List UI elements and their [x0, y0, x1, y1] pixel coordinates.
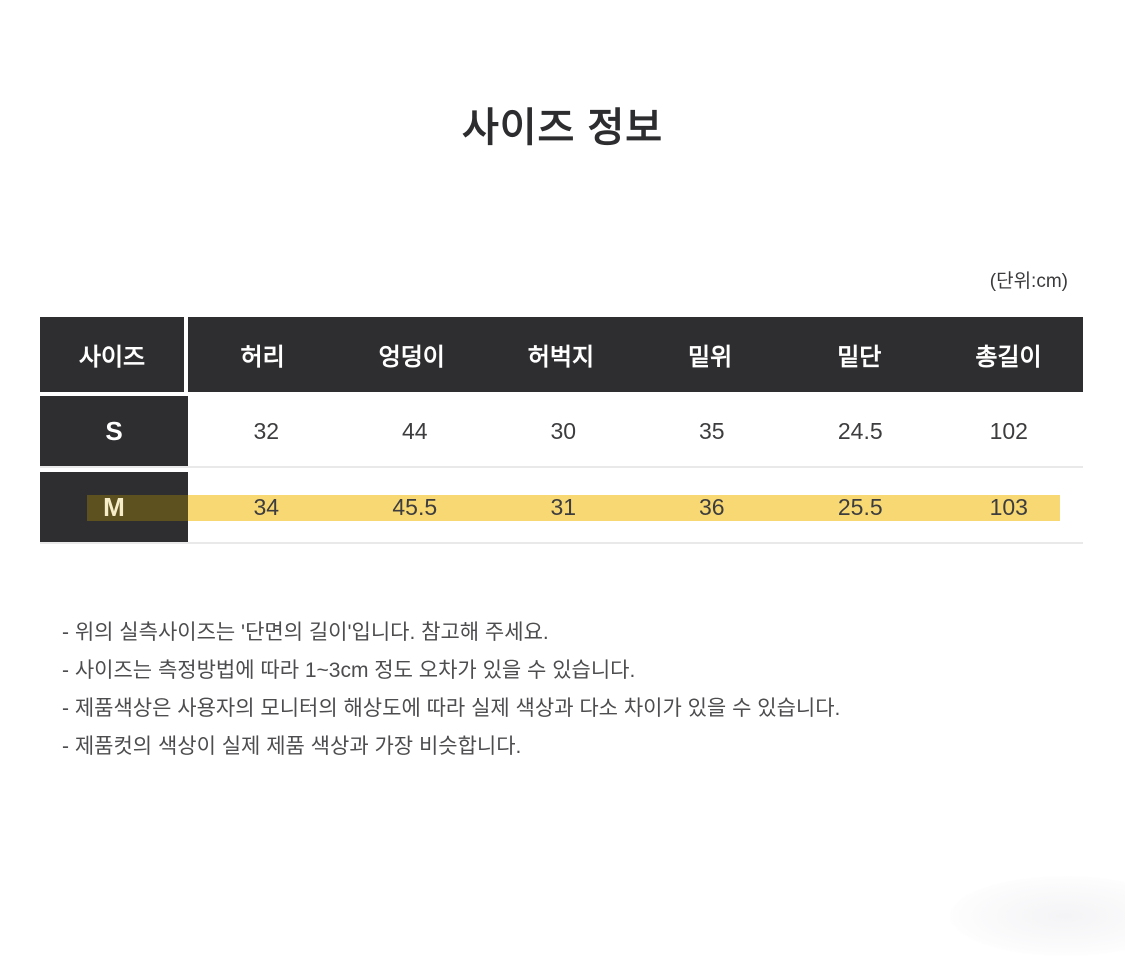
highlight-stripe [188, 495, 1060, 521]
cell-m-hem: 25.5 [837, 493, 883, 520]
cell-m-thigh: 31 [550, 493, 577, 520]
cell-s-hip: 44 [401, 417, 428, 444]
note-line: - 제품컷의 색상이 실제 제품 색상과 가장 비슷합니다. [62, 735, 522, 758]
cell-m-hip: 45.5 [392, 493, 438, 520]
highlight-stripe-on-dark [87, 495, 188, 521]
column-header-rise: 밑위 [635, 317, 785, 392]
unit-label: (단위:cm) [989, 271, 1068, 292]
cell-m-rise: 36 [698, 493, 725, 520]
cell-s-total-length: 102 [989, 417, 1028, 444]
page-title: 사이즈 정보 [461, 106, 664, 150]
column-header-thigh: 허벅지 [486, 317, 636, 392]
cell-s-hem: 24.5 [837, 417, 883, 444]
cell-s-thigh: 30 [550, 417, 577, 444]
cell-s-rise: 35 [698, 417, 725, 444]
cell-m-total-length: 103 [989, 493, 1028, 520]
cell-s-waist: 32 [253, 417, 280, 444]
note-line: - 위의 실측사이즈는 '단면의 길이'입니다. 참고해 주세요. [62, 621, 549, 644]
bottom-right-shadow [950, 876, 1125, 956]
cell-m-waist: 34 [253, 493, 280, 520]
column-header-size: 사이즈 [40, 317, 188, 392]
size-table: 사이즈 허리 엉덩이 허벅지 밑위 밑단 총길이 S 32 44 30 35 2… [40, 317, 1084, 544]
table-row-s: S 32 44 30 35 24.5 102 [40, 396, 1083, 468]
column-header-hip: 엉덩이 [337, 317, 487, 392]
note-line: - 사이즈는 측정방법에 따라 1~3cm 정도 오차가 있을 수 있습니다. [62, 659, 636, 682]
column-header-total-length: 총길이 [933, 317, 1084, 392]
column-header-hem: 밑단 [784, 317, 934, 392]
table-row-m: M 34 45.5 31 36 25.5 103 [40, 472, 1083, 544]
note-line: - 제품색상은 사용자의 모니터의 해상도에 따라 실제 색상과 다소 차이가 … [62, 697, 841, 720]
table-header-row: 사이즈 허리 엉덩이 허벅지 밑위 밑단 총길이 [40, 317, 1084, 392]
size-notes: - 위의 실측사이즈는 '단면의 길이'입니다. 참고해 주세요. - 사이즈는… [62, 614, 1062, 766]
row-label-s: S [40, 396, 188, 466]
column-header-waist: 허리 [188, 317, 338, 392]
